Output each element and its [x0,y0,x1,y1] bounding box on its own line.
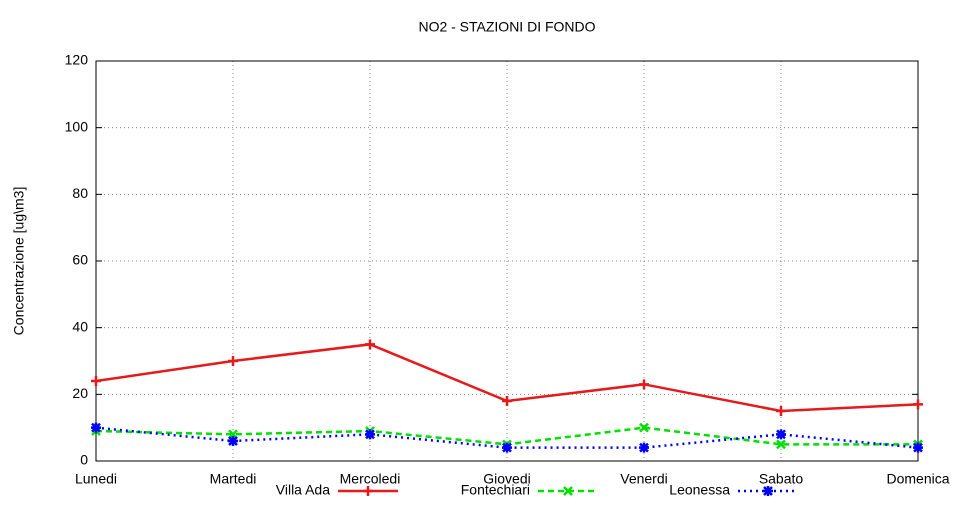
point [91,422,101,433]
legend-label: Fontechiari [461,482,530,498]
x-tick-label: Lunedi [75,471,117,487]
y-tick-label: 40 [72,318,88,334]
y-tick-label: 100 [65,118,89,134]
point [365,339,375,350]
chart-title: NO2 - STAZIONI DI FONDO [418,19,595,35]
point [776,406,786,416]
y-tick-label: 120 [65,52,89,68]
x-tick-label: Mercoledi [340,471,401,487]
x-tick-label: Sabato [759,471,804,487]
point [502,396,512,406]
legend-marker [563,486,573,496]
point [502,442,512,453]
y-tick-label: 20 [72,385,88,401]
y-tick-label: 60 [72,252,88,268]
legend-label: Leonessa [669,482,730,498]
point [365,429,375,440]
point [913,399,923,410]
x-tick-label: Venerdi [620,471,667,487]
point [228,356,238,366]
point [639,379,649,390]
point [776,439,786,450]
x-tick-label: Giovedi [483,471,530,487]
x-tick-label: Domenica [886,471,949,487]
point [913,442,923,453]
point [91,376,101,386]
y-axis-label: Concentrazione [ug\m3] [11,187,27,336]
point [776,429,786,440]
point [639,442,649,453]
y-tick-label: 80 [72,185,88,201]
point [639,422,649,433]
legend-marker [763,486,773,496]
x-tick-label: Martedi [210,471,257,487]
plot-frame [95,60,919,462]
y-tick-label: 0 [80,452,88,468]
point [228,436,238,446]
legend-marker [363,486,373,496]
legend-label: Villa Ada [276,482,330,498]
